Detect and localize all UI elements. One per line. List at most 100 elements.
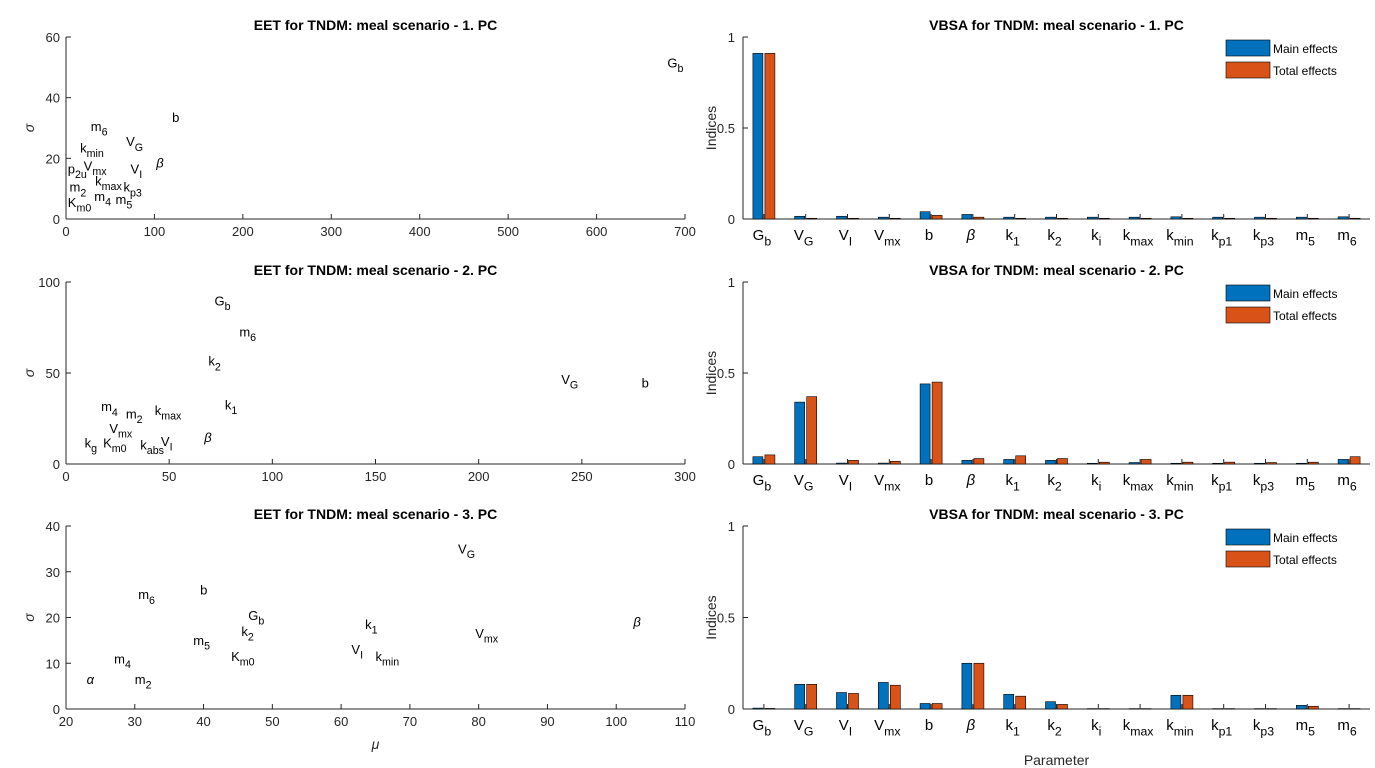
bar-total: [1308, 461, 1319, 465]
bar-total: [1182, 217, 1194, 220]
bar-main: [1170, 694, 1182, 710]
point-label-sub: mx: [484, 634, 499, 646]
x-tick-label: ki: [1091, 472, 1101, 493]
bar-total: [1099, 217, 1110, 220]
x-tick-label: 250: [571, 469, 593, 484]
bar-total: [848, 460, 859, 465]
bar-total: [931, 703, 943, 710]
legend: Main effects Total effects: [1225, 528, 1337, 568]
chart-title: EET for TNDM: meal scenario - 2. PC: [254, 262, 498, 278]
bar-total: [764, 454, 776, 465]
x-tick-label: k2: [1047, 227, 1062, 248]
y-tick-label: 0: [53, 212, 60, 227]
point-label: m2: [135, 672, 152, 692]
x-tick-label: kp1: [1211, 227, 1232, 248]
x-tick-label-sub: 2: [1055, 234, 1062, 248]
bar-total: [1140, 708, 1152, 710]
point-label-sub: 2: [215, 361, 221, 373]
point-label-sub: 5: [204, 641, 210, 653]
x-tick-label: 50: [265, 714, 279, 729]
x-tick-label-base: k: [1211, 227, 1219, 244]
x-tick-label: β: [966, 227, 976, 244]
x-tick-label-base: V: [874, 717, 884, 734]
bar-main: [1128, 216, 1140, 220]
point-label-base: V: [84, 158, 93, 173]
x-tick-label-base: β: [966, 472, 976, 489]
bar-main: [752, 707, 764, 710]
x-tick-label-base: m: [1337, 472, 1350, 489]
x-tick-label-base: V: [794, 227, 804, 244]
x-tick-label: b: [925, 717, 933, 734]
x-tick-label: k2: [1047, 472, 1062, 493]
y-tick-label: 20: [46, 151, 60, 166]
bar-total: [1182, 461, 1194, 465]
x-tick-label: Vmx: [874, 472, 901, 493]
point-label-sub: mx: [118, 429, 133, 441]
point-label-base: V: [109, 421, 118, 436]
point-label-sub: 6: [250, 332, 256, 344]
x-tick-label: m6: [1337, 717, 1357, 738]
legend-swatch-total: [1225, 306, 1271, 324]
bar-total: [1057, 458, 1068, 465]
x-tick-label-base: k: [1006, 717, 1014, 734]
point-label-sub: min: [87, 148, 104, 160]
point-label: kmax: [155, 403, 182, 423]
bar-main: [1296, 462, 1307, 465]
point-label-base: V: [161, 434, 170, 449]
bar-total: [1349, 217, 1361, 220]
bar-total: [1057, 704, 1068, 710]
x-tick-label: m6: [1337, 472, 1357, 493]
bar-main: [836, 692, 847, 710]
x-tick-label-sub: G: [804, 724, 814, 738]
bar-total: [764, 53, 776, 220]
x-tick-label-sub: 6: [1350, 724, 1357, 738]
x-tick-label-sub: mx: [884, 724, 901, 738]
x-tick-label-base: G: [753, 472, 765, 489]
bar-main: [1045, 216, 1056, 220]
x-tick-label: kp1: [1211, 717, 1232, 738]
x-tick-label-sub: min: [1174, 479, 1194, 493]
point-label: m4: [101, 399, 118, 419]
y-tick-label: 1: [728, 275, 735, 290]
legend-swatch-total: [1225, 61, 1271, 79]
y-tick-label: 0: [728, 457, 735, 472]
legend-swatch-main: [1225, 528, 1271, 546]
bar-main: [1296, 216, 1307, 220]
legend-label-main: Main effects: [1273, 287, 1337, 301]
point-label-sub: 2: [248, 631, 254, 643]
x-tick-label: m5: [1296, 227, 1316, 248]
y-axis-label: σ: [21, 123, 37, 132]
bar-total: [1266, 217, 1277, 220]
x-tick-label-base: V: [839, 472, 849, 489]
x-tick-label-sub: 1: [1013, 724, 1020, 738]
point-label: kmax: [95, 174, 122, 194]
x-tick-label: Gb: [753, 472, 772, 493]
legend-swatch-main: [1225, 39, 1271, 57]
point-label: m6: [91, 119, 108, 139]
y-axis-label: Indices: [703, 351, 719, 395]
x-tick-label-sub: 5: [1308, 724, 1315, 738]
bar-total: [1266, 462, 1277, 465]
x-tick-label: ki: [1091, 227, 1101, 248]
x-tick-label: 100: [605, 714, 627, 729]
point-label-base: α: [87, 672, 95, 687]
point-label-base: k: [123, 180, 130, 195]
x-tick-label: kmin: [1166, 717, 1193, 738]
point-label: m6: [239, 325, 256, 345]
x-tick-label-base: k: [1123, 472, 1131, 489]
x-tick-label: VG: [794, 717, 814, 738]
x-tick-label-sub: min: [1174, 234, 1194, 248]
bar-total: [1308, 217, 1319, 220]
bar-total: [806, 396, 818, 465]
point-label-base: k: [155, 403, 162, 418]
point-label: β: [203, 430, 212, 445]
x-tick-label-sub: 5: [1308, 234, 1315, 248]
x-tick-label-base: k: [1091, 227, 1099, 244]
x-tick-label-base: k: [1123, 717, 1131, 734]
x-tick-label-base: b: [925, 717, 933, 734]
x-tick-label-base: V: [839, 227, 849, 244]
y-tick-label: 0.5: [717, 366, 735, 381]
x-tick-label-base: k: [1047, 472, 1055, 489]
